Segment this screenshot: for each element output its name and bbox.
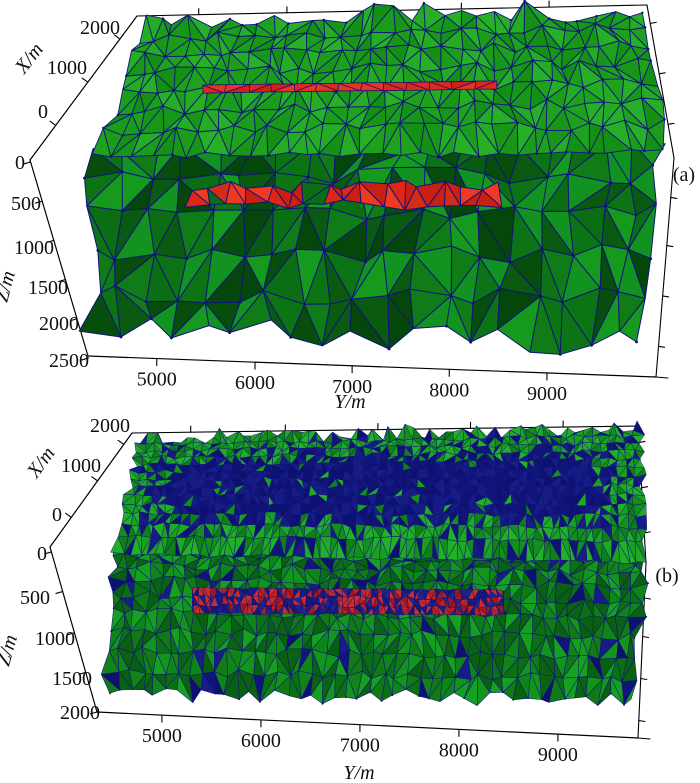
box-edge-tick: [662, 295, 670, 298]
y-axis-label: Y/m: [334, 391, 365, 413]
y-tick-label: 9000: [527, 383, 567, 405]
y-tick-label: 8000: [439, 739, 479, 761]
surface-anomaly-mesh-a: [202, 80, 498, 94]
z-axis-label: Z/m: [0, 269, 20, 305]
z-tick-label: 0: [15, 152, 25, 174]
z-tick-label: 500: [20, 587, 50, 609]
y-tick-label: 7000: [332, 376, 372, 398]
x-axis-line: [29, 15, 138, 161]
panel-a-coarse-mesh-plot: 0 1000 2000 X/m 0 500 1000 1500 2000 2500 Z/m 5000 6…: [0, 0, 695, 413]
z-axis-tick: [67, 632, 75, 636]
z-axis-tick: [34, 200, 43, 204]
z-axis-tick: [46, 239, 55, 243]
box-edge-tick: [638, 719, 646, 723]
box-edge-tick: [666, 245, 674, 248]
refined-anomaly-mesh-b: [209, 587, 500, 616]
x-axis-label: X/m: [22, 443, 59, 483]
y-tick-label: 5000: [142, 725, 182, 747]
x-tick-label: 0: [52, 504, 62, 526]
box-edge-tick: [642, 635, 650, 639]
y-tick-label: 9000: [538, 744, 578, 766]
x-axis-tick: [65, 512, 72, 518]
x-axis-line: [49, 432, 133, 548]
z-axis-tick: [81, 357, 90, 361]
x-tick-label: 2000: [80, 17, 120, 39]
x-tick-label: 1000: [61, 455, 101, 477]
z-tick-label: 500: [11, 193, 41, 215]
z-axis-tick: [89, 711, 98, 715]
x-axis-tick: [117, 439, 125, 445]
z-tick-label: 2000: [39, 313, 79, 335]
box-edge-tick: [641, 486, 649, 489]
x-tick-label: 1000: [47, 57, 87, 79]
panel-label-b: (b): [655, 565, 678, 587]
z-tick-label: 2500: [49, 350, 89, 372]
z-axis-line: [49, 546, 98, 713]
mesh-vertex-dots: [102, 0, 666, 160]
box-edge: [655, 376, 669, 379]
x-axis-tick: [91, 476, 99, 482]
box-edge-tick: [670, 196, 678, 199]
x-tick-label: 2000: [90, 415, 130, 437]
z-axis-tick: [23, 161, 32, 165]
box-edge: [131, 425, 639, 434]
x-tick-label: 0: [38, 101, 48, 123]
surface-anomaly-mesh-a: [202, 80, 477, 94]
z-axis-tick: [55, 590, 64, 595]
z-axis-tick: [58, 279, 66, 283]
z-axis-label: Z/m: [0, 632, 22, 668]
z-axis-tick: [78, 671, 87, 675]
y-axis-line: [87, 355, 657, 378]
z-tick-label: 1000: [14, 237, 54, 259]
z-tick-label: 1500: [28, 277, 68, 299]
panel-label-a: (a): [673, 164, 695, 186]
box-edge: [646, 4, 675, 159]
x-axis-label: X/m: [10, 39, 48, 79]
z-axis-line: [29, 159, 89, 357]
y-tick-label: 6000: [235, 372, 275, 394]
y-tick-label: 8000: [429, 379, 469, 401]
box-edge-tick: [643, 597, 651, 600]
y-tick-label: 5000: [137, 369, 177, 391]
y-tick-label: 7000: [340, 735, 380, 757]
z-axis-tick: [69, 318, 78, 322]
box-edge-tick: [667, 122, 675, 125]
box-edge: [655, 157, 675, 378]
z-tick-label: 0: [37, 543, 47, 565]
buried-anomaly-mesh-a: [244, 180, 503, 211]
z-tick-label: 1500: [52, 668, 92, 690]
box-edge-tick: [640, 677, 648, 681]
y-axis-line: [96, 711, 639, 739]
y-tick-label: 6000: [241, 730, 281, 752]
box-edge-tick: [657, 345, 666, 348]
x-axis-tick: [49, 120, 57, 126]
box-edge: [637, 737, 651, 740]
y-axis-label: Y/m: [343, 762, 374, 783]
surface-anomaly-mesh-a: [223, 80, 477, 94]
z-tick-label: 1000: [35, 628, 75, 650]
x-axis-tick: [113, 34, 121, 40]
x-axis-tick: [81, 77, 89, 83]
box-edge-tick: [638, 440, 646, 443]
box-edge-tick: [649, 21, 657, 24]
top-face-mesh-b: [121, 423, 647, 564]
top-face-mesh-b: [134, 422, 647, 563]
top-face-mesh-a: [125, 0, 665, 158]
panel-b-refined-mesh-plot: 0 1000 2000 X/m 0 500 1000 1500 2000 Z/m 5000 6000 7…: [0, 415, 679, 783]
z-tick-label: 2000: [60, 702, 100, 724]
z-axis-tick: [44, 551, 52, 555]
box-edge-tick: [658, 72, 666, 75]
buried-anomaly-mesh-a: [207, 180, 461, 211]
